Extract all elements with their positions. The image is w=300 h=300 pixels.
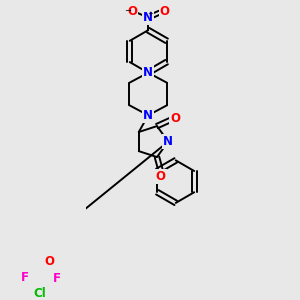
- Text: N: N: [163, 135, 173, 148]
- Text: −: −: [124, 6, 131, 15]
- Text: O: O: [45, 255, 55, 268]
- Text: N: N: [143, 11, 153, 24]
- Text: +: +: [147, 11, 153, 17]
- Text: N: N: [143, 109, 153, 122]
- Text: F: F: [53, 272, 61, 285]
- Text: O: O: [160, 5, 170, 18]
- Text: N: N: [143, 66, 153, 79]
- Text: O: O: [170, 112, 180, 125]
- Text: F: F: [20, 271, 28, 284]
- Text: O: O: [127, 5, 137, 18]
- Text: O: O: [156, 170, 166, 183]
- Text: Cl: Cl: [33, 286, 46, 300]
